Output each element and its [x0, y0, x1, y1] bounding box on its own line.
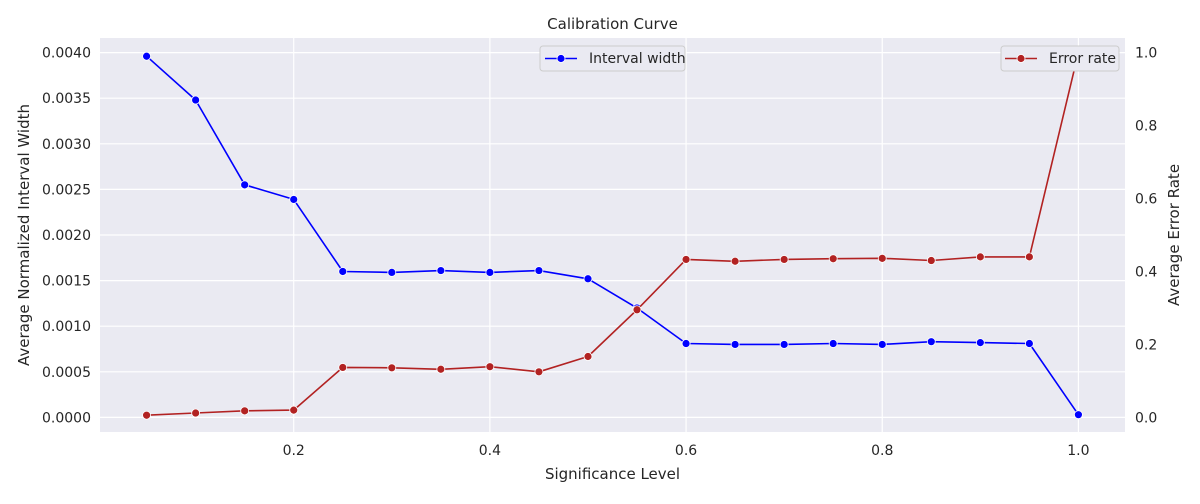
tick-layer: 0.2 0.4 0.6 0.8 1.0 0.0000 0.0005 0.0010 0.0015 0… [42, 46, 1157, 459]
data-point-error-rate [338, 363, 348, 372]
data-point-error-rate [632, 305, 642, 315]
data-point-interval-width [1024, 339, 1034, 348]
data-point-error-rate [289, 405, 299, 415]
data-point-interval-width [485, 267, 495, 277]
y-left-tick-label: 0.0035 [42, 91, 91, 107]
y-right-tick-label: 0.6 [1135, 192, 1157, 208]
legend-interval-width-label: Interval width [589, 51, 686, 67]
series-line-error-rate [146, 52, 1080, 416]
y-right-tick-label: 0.8 [1135, 119, 1157, 135]
data-point-error-rate [583, 352, 593, 361]
y-left-tick-label: 0.0040 [42, 46, 91, 62]
data-point-error-rate [926, 256, 936, 265]
data-point-error-rate [1024, 252, 1034, 262]
x-tick-label: 1.0 [1067, 443, 1089, 459]
data-point-interval-width [828, 339, 838, 348]
data-point-error-rate [681, 255, 691, 264]
x-tick-label: 0.8 [871, 443, 893, 459]
legend-error-rate: Error rate [1000, 45, 1120, 72]
data-point-error-rate [240, 406, 250, 416]
x-tick-label: 0.6 [675, 443, 697, 459]
data-point-error-rate [534, 367, 544, 377]
legend-interval-width: Interval width [539, 45, 686, 72]
data-point-interval-width [338, 267, 348, 276]
data-point-error-rate [730, 256, 740, 266]
data-point-interval-width [240, 180, 250, 190]
data-point-interval-width [975, 338, 985, 348]
legend-error-rate-marker [1016, 54, 1026, 63]
data-point-error-rate [142, 410, 151, 420]
series-line-interval-width [146, 55, 1080, 416]
y-right-tick-label: 0.0 [1135, 410, 1157, 426]
legend-interval-width-frame [539, 45, 686, 72]
y-left-tick-label: 0.0030 [42, 137, 91, 153]
data-point-error-rate [191, 408, 201, 418]
data-point-error-rate [387, 363, 397, 373]
data-point-error-rate [975, 252, 985, 262]
legend-interval-width-marker [556, 54, 566, 63]
y-left-tick-label: 0.0020 [42, 228, 91, 244]
data-point-interval-width [779, 340, 789, 349]
y-left-tick-label: 0.0025 [42, 182, 91, 198]
data-point-interval-width [1074, 410, 1083, 420]
legend-error-rate-label: Error rate [1049, 51, 1116, 67]
y-left-tick-label: 0.0000 [42, 410, 91, 426]
y-right-tick-label: 1.0 [1135, 46, 1157, 62]
data-point-interval-width [191, 95, 201, 105]
data-point-interval-width [730, 340, 740, 349]
data-point-interval-width [681, 339, 691, 348]
y-right-tick-label: 0.4 [1135, 264, 1157, 280]
data-point-error-rate [779, 255, 789, 264]
x-tick-label: 0.2 [283, 443, 305, 459]
x-tick-label: 0.4 [479, 443, 501, 459]
y-left-tick-label: 0.0005 [42, 365, 91, 381]
chart-title: Calibration Curve [547, 15, 678, 33]
legend-error-rate-frame [1000, 45, 1120, 72]
data-point-interval-width [142, 51, 151, 61]
data-point-interval-width [926, 337, 936, 347]
y-axis-right-title: Average Error Rate [1165, 164, 1183, 306]
data-point-interval-width [436, 266, 446, 275]
y-left-tick-label: 0.0010 [42, 319, 91, 335]
data-point-interval-width [534, 266, 544, 275]
y-right-tick-label: 0.2 [1135, 337, 1157, 353]
data-point-interval-width [583, 274, 593, 284]
data-point-interval-width [387, 267, 397, 277]
x-axis-title: Significance Level [545, 465, 680, 483]
y-left-tick-label: 0.0015 [42, 274, 91, 290]
data-point-error-rate [485, 362, 495, 372]
data-point-error-rate [828, 254, 838, 264]
data-point-interval-width [877, 340, 887, 349]
data-point-error-rate [436, 364, 446, 374]
data-point-error-rate [877, 253, 887, 263]
data-point-interval-width [289, 195, 299, 204]
y-axis-left-title: Average Normalized Interval Width [15, 104, 33, 366]
